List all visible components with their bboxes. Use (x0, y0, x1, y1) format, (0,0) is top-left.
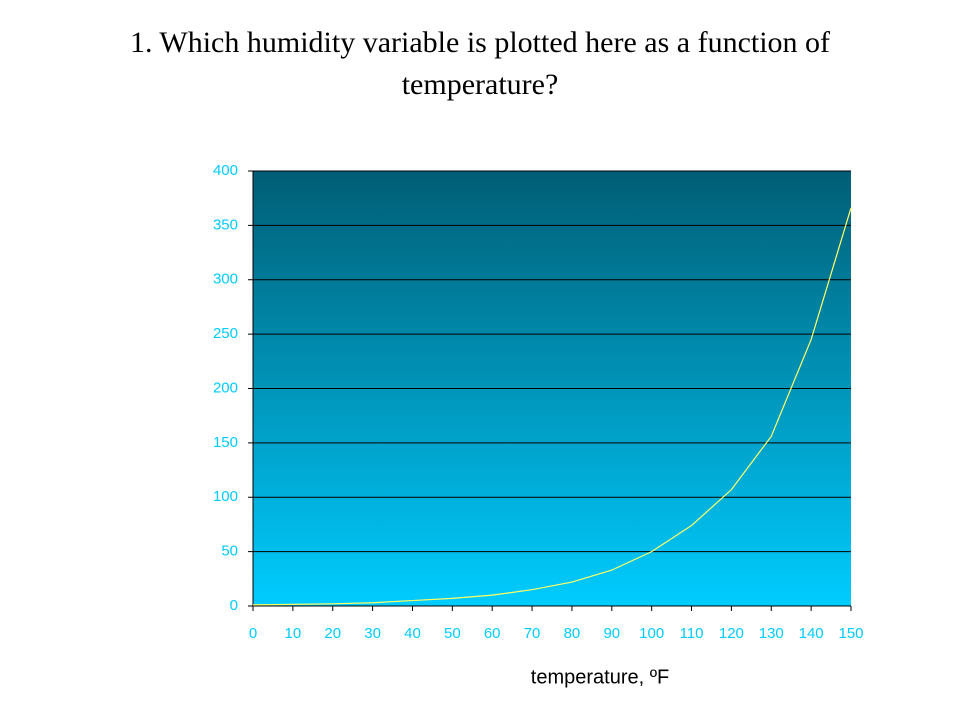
x-tick-label: 140 (799, 625, 824, 642)
x-tick-label: 40 (404, 625, 421, 642)
x-tick-label: 130 (759, 625, 784, 642)
x-tick-label: 70 (524, 625, 541, 642)
chart-title: 1. Which humidity variable is plotted he… (129, 26, 831, 101)
y-tick-label: 300 (213, 271, 238, 288)
x-tick-label: 0 (249, 625, 257, 642)
x-tick-label: 110 (680, 625, 704, 642)
x-tick-label: 90 (603, 625, 620, 642)
x-tick-label: 50 (444, 625, 461, 642)
y-tick-label: 150 (213, 434, 238, 451)
y-tick-label: 250 (213, 325, 238, 342)
y-tick-label: 400 (213, 162, 238, 179)
y-tick-label: 350 (213, 216, 238, 233)
x-tick-label: 150 (838, 625, 863, 642)
y-tick-label: 0 (230, 597, 238, 614)
y-tick-label: 100 (213, 488, 238, 505)
x-tick-label: 100 (639, 625, 664, 642)
x-tick-label: 80 (564, 625, 581, 642)
data-line (252, 207, 852, 606)
x-tick-label: 120 (719, 625, 744, 642)
y-tick-label: 200 (213, 379, 238, 396)
x-axis-label: temperature, ºF (531, 666, 669, 688)
y-tick-label: 50 (221, 543, 238, 560)
x-tick-label: 20 (324, 625, 341, 642)
x-tick-label: 10 (285, 625, 302, 642)
x-tick-label: 60 (484, 625, 501, 642)
x-tick-label: 30 (364, 625, 381, 642)
